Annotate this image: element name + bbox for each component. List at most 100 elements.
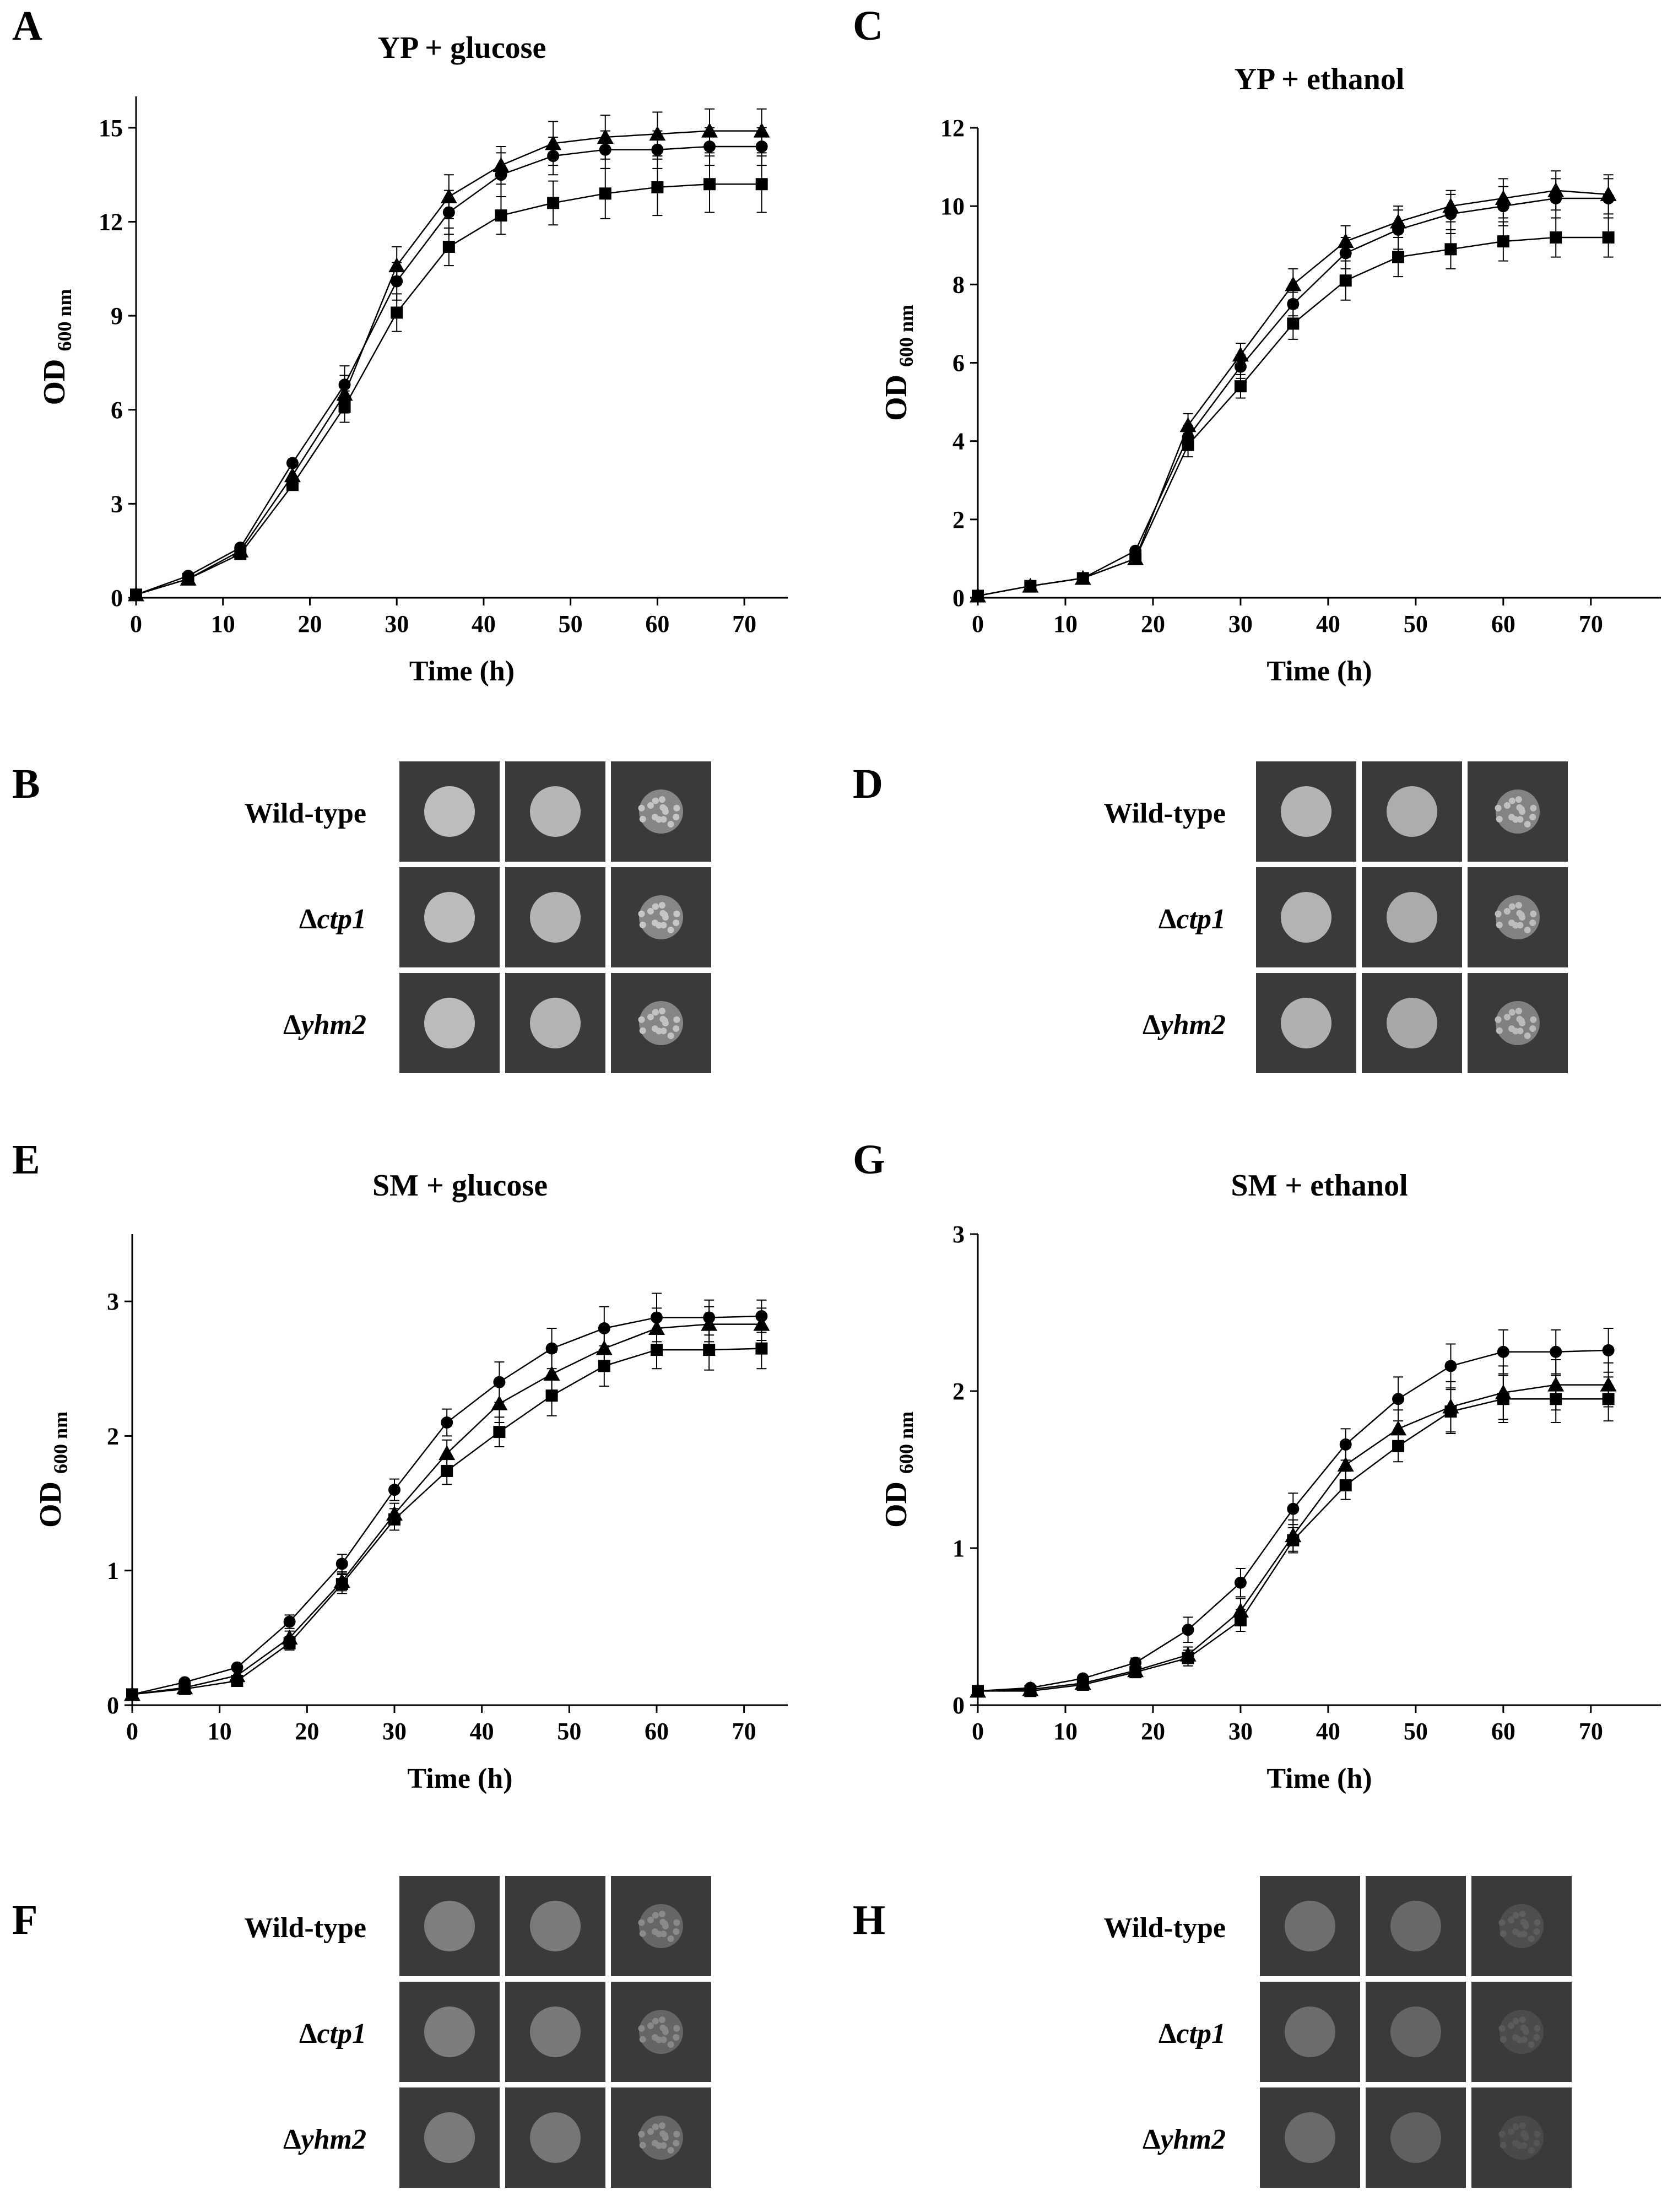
- panel-letter-e: E: [12, 1137, 40, 1183]
- y-axis-label: OD 600 nm: [37, 289, 75, 405]
- data-point-square: [1182, 439, 1194, 451]
- plate-cell: [1468, 761, 1568, 862]
- yeast-spot: [1500, 2116, 1544, 2160]
- plate-cell: [611, 761, 711, 862]
- panel-letter-d: D: [853, 761, 883, 807]
- yeast-colony: [1500, 2141, 1507, 2149]
- yeast-colony: [639, 2141, 646, 2149]
- plate-cell: [1468, 973, 1568, 1073]
- data-point-square: [972, 589, 984, 602]
- yeast-colony: [659, 1015, 667, 1023]
- panel-letter-h: H: [853, 1897, 885, 1943]
- data-point-square: [703, 178, 716, 191]
- data-point-square: [1076, 1678, 1089, 1691]
- yeast-colony: [658, 902, 665, 909]
- data-point-triangle: [753, 1316, 770, 1331]
- yeast-spot: [639, 2010, 683, 2054]
- chart-a: YP + glucose 0 10 20 30 40 50 60 70 0 3 6 9 12 15 Time …: [37, 31, 788, 687]
- yeast-colony: [647, 2022, 654, 2029]
- plate-cell: [1362, 867, 1462, 967]
- yeast-colony: [1516, 804, 1523, 811]
- y-tick-label: 0: [952, 585, 965, 612]
- yeast-colony: [1495, 1016, 1502, 1023]
- y-tick-label: 10: [940, 193, 965, 220]
- data-point-square: [1602, 231, 1615, 244]
- chart-c: YP + ethanol 0 10 20 30 40 50 60 70 0 2 4 6 8 10 12 Time…: [879, 62, 1661, 687]
- data-point-square: [441, 1464, 453, 1477]
- y-tick-label: 1: [952, 1535, 965, 1562]
- yeast-spot: [1390, 2007, 1441, 2057]
- chart-title: SM + glucose: [372, 1169, 548, 1203]
- plate-cell: [1366, 1982, 1466, 2082]
- data-point-triangle: [1390, 1420, 1407, 1436]
- data-point-circle: [545, 1342, 558, 1355]
- y-tick-label: 2: [107, 1423, 119, 1450]
- yeast-colony: [1528, 2147, 1535, 2154]
- yeast-colony: [1524, 821, 1531, 828]
- data-point-circle: [335, 1557, 348, 1570]
- yeast-colony: [1530, 910, 1537, 917]
- plate-cell: [399, 1982, 500, 2082]
- y-axis-label: OD 600 nm: [34, 1411, 72, 1528]
- yeast-colony: [667, 2147, 674, 2154]
- data-point-triangle: [1232, 347, 1249, 362]
- plate-cell: [1362, 973, 1462, 1073]
- yeast-colony: [1507, 2022, 1514, 2029]
- strain-label-delta: Δ: [283, 2124, 301, 2155]
- yeast-colony: [1515, 902, 1522, 909]
- yeast-colony: [656, 2036, 663, 2043]
- yeast-colony: [673, 1928, 680, 1935]
- yeast-colony: [660, 816, 667, 823]
- data-point-triangle: [701, 122, 718, 138]
- data-point-square: [126, 1688, 138, 1701]
- yeast-colony: [1515, 796, 1522, 803]
- yeast-colony: [1517, 922, 1524, 929]
- yeast-colony: [1516, 1015, 1523, 1023]
- yeast-spot: [1390, 1901, 1441, 1951]
- yeast-colony: [1529, 813, 1536, 820]
- data-point-square: [1234, 380, 1247, 393]
- yeast-spot: [424, 1901, 475, 1951]
- x-axis-label: Time (h): [1266, 1763, 1372, 1794]
- plate-cell: [1256, 867, 1356, 967]
- y-tick-label: 4: [952, 428, 965, 455]
- yeast-colony: [656, 922, 663, 929]
- data-point-triangle: [492, 157, 510, 172]
- yeast-colony: [1508, 1009, 1515, 1016]
- yeast-colony: [638, 1016, 645, 1023]
- strain-label: Δctp1: [1159, 904, 1226, 935]
- yeast-spot: [1496, 789, 1540, 834]
- chart-title: YP + ethanol: [1235, 62, 1405, 96]
- data-point-square: [1392, 251, 1405, 263]
- data-point-square: [388, 1513, 400, 1526]
- yeast-spot: [639, 895, 683, 939]
- series-square: [972, 1375, 1615, 1697]
- x-tick-label: 30: [1228, 610, 1253, 637]
- yeast-colony: [1520, 2142, 1528, 2149]
- y-tick-label: 9: [111, 302, 123, 329]
- data-point-triangle: [597, 128, 614, 144]
- yeast-colony: [1515, 1008, 1522, 1015]
- strain-label-name: Wild-type: [1103, 798, 1226, 829]
- data-point-square: [335, 1578, 348, 1591]
- strain-label-name: yhm2: [298, 2124, 366, 2155]
- yeast-spot: [1387, 892, 1437, 943]
- strain-label: Δctp1: [299, 2018, 366, 2049]
- series-square: [972, 217, 1615, 602]
- yeast-colony: [667, 1935, 674, 1943]
- yeast-colony: [652, 1009, 659, 1016]
- yeast-spot: [530, 998, 581, 1048]
- data-point-circle: [1287, 298, 1300, 310]
- yeast-spot: [424, 892, 475, 943]
- x-tick-label: 20: [297, 610, 322, 637]
- data-point-square: [286, 479, 299, 491]
- y-tick-label: 15: [99, 115, 123, 142]
- data-point-square: [1287, 1534, 1300, 1546]
- data-point-square: [1602, 1393, 1615, 1405]
- yeast-spot: [530, 786, 581, 837]
- strain-label-delta: Δ: [283, 1009, 301, 1041]
- x-tick-label: 10: [211, 610, 235, 637]
- series-circle: [972, 178, 1615, 602]
- series-circle: [972, 1328, 1615, 1697]
